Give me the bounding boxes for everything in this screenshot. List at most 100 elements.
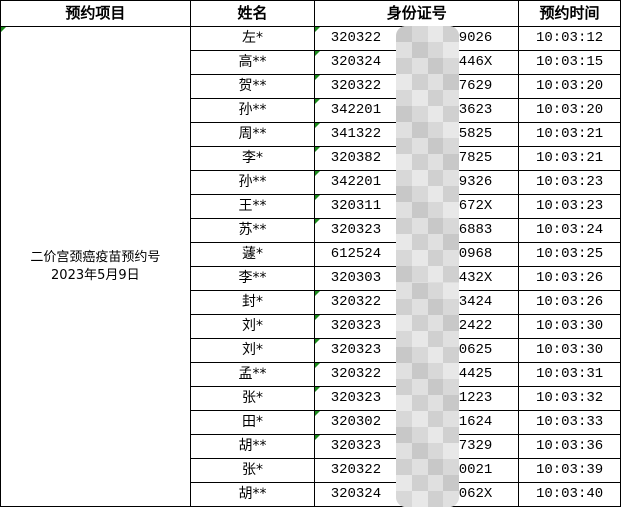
project-date: 2023年5月9日 [51, 267, 140, 283]
header-name[interactable]: 姓名 [189, 0, 316, 27]
id-suffix: 0021 [458, 462, 493, 478]
time-cell[interactable]: 10:03:23 [518, 194, 621, 219]
id-prefix: 320324 [330, 486, 382, 502]
time-cell[interactable]: 10:03:25 [518, 242, 621, 267]
id-suffix: 0968 [458, 246, 493, 262]
id-prefix: 320323 [330, 222, 382, 238]
time-cell[interactable]: 10:03:20 [518, 74, 621, 99]
name-cell[interactable]: 孙** [189, 170, 316, 195]
id-prefix: 320323 [330, 390, 382, 406]
id-prefix: 320303 [330, 270, 382, 286]
time-cell[interactable]: 10:03:24 [518, 218, 621, 243]
time-cell[interactable]: 10:03:31 [518, 362, 621, 387]
number-as-text-marker [315, 435, 321, 440]
id-suffix: 432X [458, 270, 493, 286]
time-cell[interactable]: 10:03:21 [518, 146, 621, 171]
time-cell[interactable]: 10:03:32 [518, 386, 621, 411]
time-cell[interactable]: 10:03:23 [518, 170, 621, 195]
id-suffix: 7629 [458, 78, 493, 94]
number-as-text-marker [315, 195, 321, 200]
time-cell[interactable]: 10:03:30 [518, 338, 621, 363]
id-suffix: 1624 [458, 414, 493, 430]
name-cell[interactable]: 高** [189, 50, 316, 75]
number-as-text-marker [315, 291, 321, 296]
number-as-text-marker [315, 411, 321, 416]
name-cell[interactable]: 苏** [189, 218, 316, 243]
time-cell[interactable]: 10:03:26 [518, 266, 621, 291]
time-cell[interactable]: 10:03:39 [518, 458, 621, 483]
id-prefix: 320382 [330, 150, 382, 166]
time-cell[interactable]: 10:03:36 [518, 434, 621, 459]
name-cell[interactable]: 孟** [189, 362, 316, 387]
name-cell[interactable]: 胡** [189, 482, 316, 507]
time-cell[interactable]: 10:03:40 [518, 482, 621, 507]
id-prefix: 612524 [330, 246, 382, 262]
name-cell[interactable]: 王** [189, 194, 316, 219]
name-cell[interactable]: 左* [189, 26, 316, 51]
number-as-text-marker [315, 219, 321, 224]
id-prefix: 320324 [330, 54, 382, 70]
table-row: 二价宫颈癌疫苗预约号 2023年5月9日 左* 320322 9026 10:03:12 [0, 26, 621, 507]
name-cell[interactable]: 刘* [189, 338, 316, 363]
header-time[interactable]: 预约时间 [518, 0, 621, 27]
id-suffix: 6883 [458, 222, 493, 238]
id-prefix: 320322 [330, 462, 382, 478]
id-suffix: 5825 [458, 126, 493, 142]
id-redaction-blur [396, 26, 459, 507]
header-id[interactable]: 身份证号 [314, 0, 520, 27]
table-row: 孙** 342201 3623 10:03:20 [1, 98, 621, 123]
id-prefix: 342201 [330, 174, 382, 190]
name-cell[interactable]: 封* [189, 290, 316, 315]
id-suffix: 2422 [458, 318, 493, 334]
id-prefix: 320322 [330, 294, 382, 310]
time-cell[interactable]: 10:03:15 [518, 50, 621, 75]
time-cell[interactable]: 10:03:12 [518, 26, 621, 51]
time-cell[interactable]: 10:03:20 [518, 98, 621, 123]
name-cell[interactable]: 李* [189, 146, 316, 171]
time-cell[interactable]: 10:03:26 [518, 290, 621, 315]
id-suffix: 0625 [458, 342, 493, 358]
header-project[interactable]: 预约项目 [0, 0, 191, 27]
number-as-text-marker [315, 171, 321, 176]
time-cell[interactable]: 10:03:30 [518, 314, 621, 339]
name-cell[interactable]: 张* [189, 458, 316, 483]
name-cell[interactable]: 刘* [189, 314, 316, 339]
header-row: 预约项目 姓名 身份证号 预约时间 [0, 0, 621, 27]
id-suffix: 3424 [458, 294, 493, 310]
number-as-text-marker [315, 315, 321, 320]
number-as-text-marker [315, 75, 321, 80]
name-cell[interactable]: 贺** [189, 74, 316, 99]
id-suffix: 7825 [458, 150, 493, 166]
name-cell[interactable]: 李** [189, 266, 316, 291]
project-name: 二价宫颈癌疫苗预约号 [30, 249, 161, 265]
table-row: 王** 320311 672X 10:03:23 [1, 194, 621, 219]
number-as-text-marker [315, 27, 321, 32]
number-as-text-marker [315, 99, 321, 104]
name-cell[interactable]: 蘧* [189, 242, 316, 267]
number-as-text-marker [315, 123, 321, 128]
id-prefix: 320323 [330, 438, 382, 454]
number-as-text-marker [315, 147, 321, 152]
id-suffix: 446X [458, 54, 493, 70]
id-suffix: 1223 [458, 390, 493, 406]
id-prefix: 320322 [330, 30, 382, 46]
id-suffix: 3623 [458, 102, 493, 118]
number-as-text-marker [315, 339, 321, 344]
name-cell[interactable]: 周** [189, 122, 316, 147]
project-cell[interactable]: 二价宫颈癌疫苗预约号 2023年5月9日 [0, 26, 191, 507]
id-prefix: 341322 [330, 126, 382, 142]
id-prefix: 320323 [330, 318, 382, 334]
time-cell[interactable]: 10:03:33 [518, 410, 621, 435]
name-cell[interactable]: 田* [189, 410, 316, 435]
name-cell[interactable]: 孙** [189, 98, 316, 123]
name-cell[interactable]: 胡** [189, 434, 316, 459]
comment-marker [1, 27, 6, 32]
name-cell[interactable]: 张* [189, 386, 316, 411]
id-suffix: 062X [458, 486, 493, 502]
id-prefix: 320322 [330, 366, 382, 382]
number-as-text-marker [315, 51, 321, 56]
id-prefix: 342201 [330, 102, 382, 118]
id-prefix: 320302 [330, 414, 382, 430]
time-cell[interactable]: 10:03:21 [518, 122, 621, 147]
